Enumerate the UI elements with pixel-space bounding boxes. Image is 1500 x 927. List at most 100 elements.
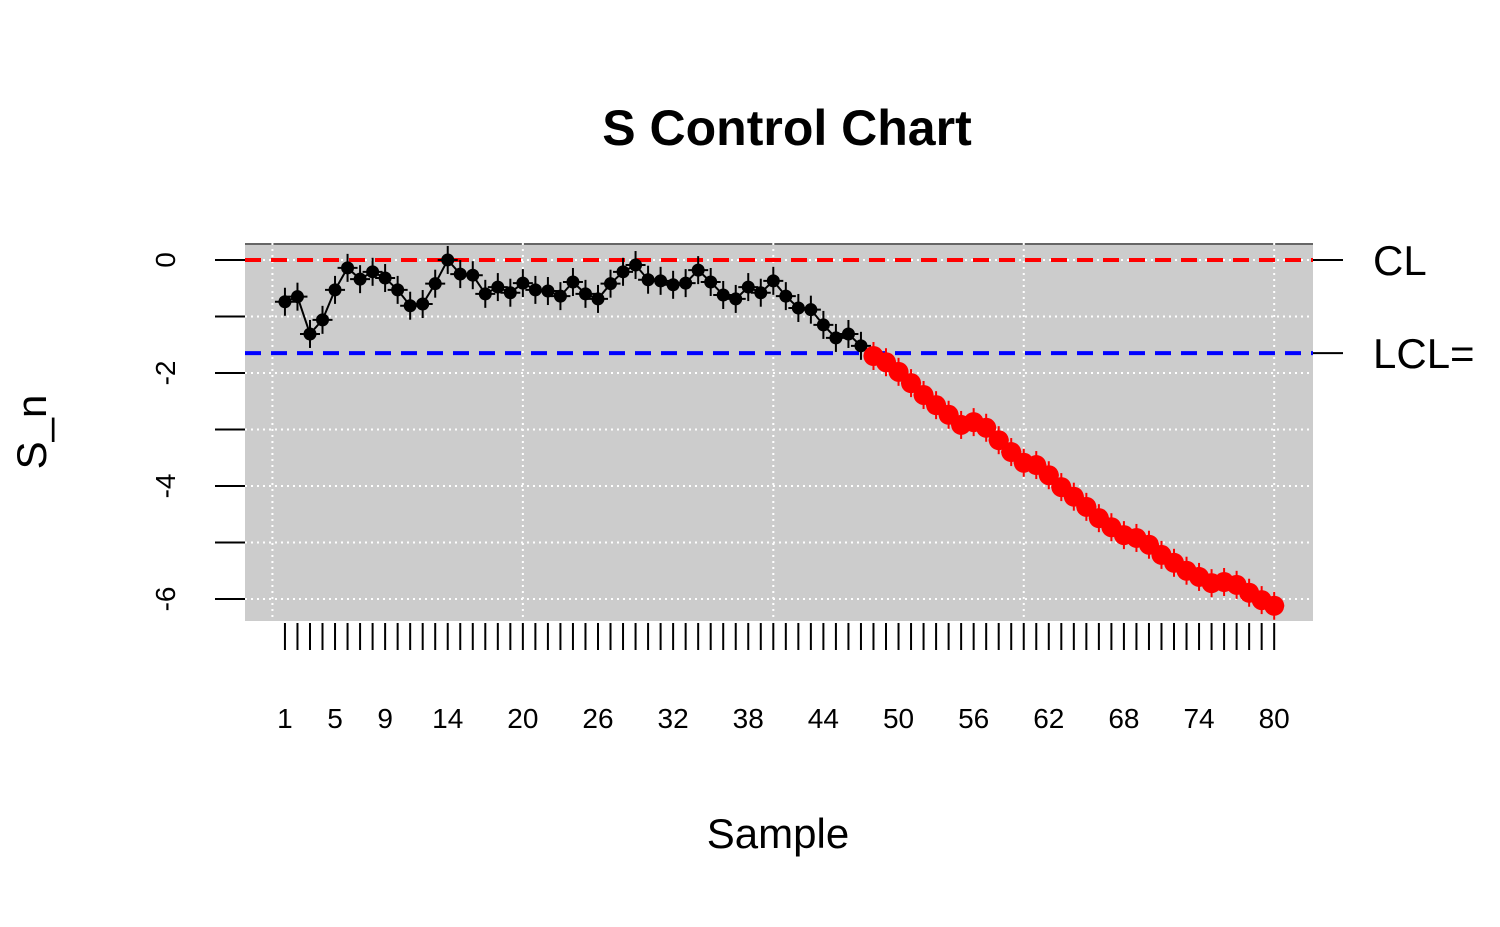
- data-point: [800, 295, 821, 324]
- data-point: [675, 269, 696, 298]
- point-dot: [591, 292, 605, 306]
- data-point: [901, 369, 922, 398]
- point-dot: [466, 268, 480, 282]
- point-dot: [566, 275, 580, 289]
- data-point: [738, 273, 759, 302]
- data-point: [550, 282, 571, 311]
- point-dot: [691, 263, 705, 277]
- data-point: [575, 279, 596, 308]
- y-tick-label: 0: [150, 252, 181, 268]
- data-point: [1038, 461, 1059, 490]
- point-dot: [290, 290, 304, 304]
- y-tick-label: -2: [150, 361, 181, 386]
- y-tick-label: -4: [150, 474, 181, 499]
- data-point: [274, 287, 295, 316]
- point-dot: [341, 261, 355, 275]
- point-dot: [328, 283, 342, 297]
- data-point: [362, 257, 383, 286]
- data-point: [325, 275, 346, 304]
- data-point: [387, 275, 408, 304]
- x-tick-label: 9: [377, 703, 393, 734]
- point-dot: [541, 284, 555, 298]
- point-dot: [704, 275, 718, 289]
- x-tick-label: 68: [1108, 703, 1139, 734]
- data-point: [613, 257, 634, 286]
- point-dot: [391, 283, 405, 297]
- data-point: [462, 261, 483, 290]
- point-dot: [754, 286, 768, 300]
- data-point: [600, 269, 621, 298]
- point-dot: [666, 278, 680, 292]
- x-tick-label: 62: [1033, 703, 1064, 734]
- limit-label: LCL=: [1373, 330, 1475, 377]
- data-point: [988, 426, 1009, 455]
- x-axis-label: Sample: [707, 810, 849, 857]
- data-point: [299, 319, 320, 348]
- point-dot: [804, 303, 818, 317]
- point-dot: [841, 327, 855, 341]
- point-dot: [901, 373, 922, 394]
- point-dot: [854, 339, 868, 353]
- point-dot: [416, 297, 430, 311]
- data-point: [813, 310, 834, 339]
- data-point: [287, 282, 308, 311]
- point-dot: [641, 273, 655, 287]
- x-tick-label: 20: [507, 703, 538, 734]
- data-point: [350, 265, 371, 294]
- point-dot: [679, 276, 693, 290]
- point-dot: [604, 277, 618, 291]
- data-point: [487, 273, 508, 302]
- data-point: [412, 290, 433, 319]
- point-dot: [1264, 595, 1285, 616]
- y-tick-label: -6: [150, 587, 181, 612]
- data-point: [775, 282, 796, 311]
- data-point: [500, 278, 521, 307]
- data-point: [688, 256, 709, 285]
- data-point: [625, 251, 646, 280]
- point-dot: [478, 287, 492, 301]
- point-dot: [303, 327, 317, 341]
- point-dot: [616, 265, 630, 279]
- data-point: [700, 267, 721, 296]
- point-dot: [378, 271, 392, 285]
- point-dot: [428, 277, 442, 291]
- data-point: [512, 269, 533, 298]
- point-dot: [729, 292, 743, 306]
- x-tick-label: 38: [733, 703, 764, 734]
- data-point: [437, 245, 458, 274]
- x-tick-label: 1: [277, 703, 293, 734]
- point-dot: [988, 430, 1009, 451]
- point-dot: [779, 289, 793, 303]
- chart-title: S Control Chart: [602, 100, 972, 156]
- point-dot: [629, 258, 643, 272]
- data-point: [750, 278, 771, 307]
- x-tick-label: 32: [658, 703, 689, 734]
- point-dot: [491, 280, 505, 294]
- point-dot: [516, 276, 530, 290]
- data-point: [537, 277, 558, 306]
- limit-label: CL: [1373, 237, 1427, 284]
- point-dot: [503, 286, 517, 300]
- x-tick-label: 14: [432, 703, 463, 734]
- data-point: [976, 413, 997, 442]
- point-dot: [791, 301, 805, 315]
- point-dot: [441, 253, 455, 267]
- point-dot: [976, 417, 997, 438]
- point-dot: [741, 280, 755, 294]
- data-point: [425, 269, 446, 298]
- data-point: [587, 284, 608, 313]
- point-dot: [316, 313, 330, 327]
- point-dot: [403, 299, 417, 313]
- x-tick-label: 26: [582, 703, 613, 734]
- data-point: [562, 267, 583, 296]
- x-tick-label: 44: [808, 703, 839, 734]
- point-dot: [816, 318, 830, 332]
- data-point: [1264, 591, 1285, 620]
- y-axis-label: S_n: [8, 395, 55, 470]
- x-tick-label: 80: [1259, 703, 1290, 734]
- x-tick-label: 5: [327, 703, 343, 734]
- point-dot: [578, 287, 592, 301]
- point-dot: [553, 289, 567, 303]
